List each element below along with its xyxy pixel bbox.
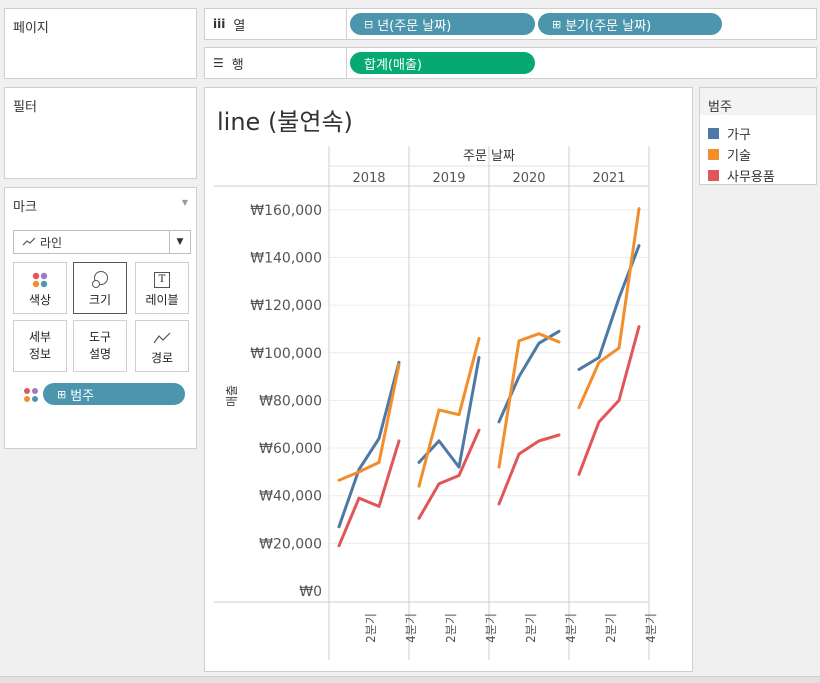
size-button-label: 크기 [88, 292, 112, 307]
quarter-tick-label: 2분기 [604, 613, 618, 643]
columns-shelf[interactable]: iii 열 ⊟ 년(주문 날짜) ⊞ 분기(주문 날짜) [204, 8, 817, 40]
rows-shelf-label: 행 [231, 57, 244, 73]
quarter-tick-label: 4분기 [564, 613, 578, 643]
size-circles-icon [92, 270, 108, 288]
pages-card[interactable]: 페이지 [4, 8, 197, 79]
series-line [577, 325, 641, 476]
legend-swatch [708, 128, 719, 139]
series-line [337, 360, 401, 529]
series-line [337, 363, 401, 482]
worksheet-view: line (불연속) [204, 87, 693, 672]
path-button-label: 경로 [150, 350, 174, 365]
y-axis-label: 매출 [225, 385, 239, 407]
y-tick-label: ₩0 [299, 584, 322, 600]
y-tick-label: ₩60,000 [259, 441, 322, 457]
color-button-label: 색상 [28, 292, 52, 307]
label-t-icon: T [154, 271, 170, 288]
color-button[interactable]: 색상 [13, 262, 67, 314]
legend-title: 범주 [700, 88, 816, 115]
marks-card-title: 마크 [13, 200, 37, 215]
path-button[interactable]: 경로 [135, 320, 189, 372]
quarter-pill-label: 분기(주문 날짜) [565, 18, 652, 34]
legend-item[interactable]: 가구 [708, 124, 751, 143]
mark-type-dropdown[interactable]: 라인 ▼ [13, 230, 191, 254]
quarter-tick-label: 4분기 [404, 613, 418, 643]
y-tick-label: ₩40,000 [259, 489, 322, 505]
year-header: 2020 [512, 171, 545, 186]
columns-shelf-label: 열 [233, 18, 246, 34]
y-tick-label: ₩20,000 [259, 536, 322, 552]
legend-item-label: 기술 [727, 149, 751, 164]
collapse-icon: ⊟ [364, 17, 374, 31]
year-pill-label: 년(주문 날짜) [377, 18, 452, 34]
quarter-tick-label: 2분기 [524, 613, 538, 643]
legend-item[interactable]: 기술 [708, 145, 751, 164]
y-tick-label: ₩140,000 [250, 250, 322, 266]
tooltip-icon: 도구 [88, 330, 112, 344]
chevron-down-icon[interactable]: ▼ [169, 231, 190, 253]
year-header: 2019 [432, 171, 465, 186]
year-header: 2018 [352, 171, 385, 186]
legend-card: 범주 가구 기술 사무용품 [699, 87, 817, 185]
y-tick-label: ₩100,000 [250, 346, 322, 362]
mark-type-label: 라인 [40, 235, 63, 250]
tooltip-button[interactable]: 도구 설명 [73, 320, 127, 372]
sum-sales-pill-label: 합계(매출) [364, 57, 422, 73]
detail-button[interactable]: 세부 정보 [13, 320, 67, 372]
filters-card-title: 필터 [13, 100, 37, 115]
line-mark-icon [22, 237, 36, 246]
legend-item-label: 사무용품 [727, 170, 775, 185]
color-field-pill[interactable]: ⊞ 범주 [43, 383, 185, 405]
year-order-date-pill[interactable]: ⊟ 년(주문 날짜) [350, 13, 535, 35]
label-button[interactable]: T 레이블 [135, 262, 189, 314]
quarter-tick-label: 4분기 [484, 613, 498, 643]
series-line [417, 337, 481, 488]
series-line [337, 439, 401, 548]
legend-swatch [708, 149, 719, 160]
expand-icon: ⊞ [552, 17, 562, 31]
series-line [497, 332, 561, 469]
year-header: 2021 [592, 171, 625, 186]
y-tick-label: ₩80,000 [259, 393, 322, 409]
legend-item[interactable]: 사무용품 [708, 166, 775, 185]
tooltip-button-label: 설명 [88, 347, 112, 361]
marks-card: 마크 ▼ 라인 ▼ 색상 크기 T 레이블 세부 [4, 187, 197, 449]
rows-icon: ☰ [213, 56, 224, 70]
rows-shelf[interactable]: ☰ 행 합계(매출) [204, 47, 817, 79]
quarter-order-date-pill[interactable]: ⊞ 분기(주문 날짜) [538, 13, 722, 35]
chart-title: line (불연속) [217, 108, 353, 136]
detail-button-label: 정보 [28, 347, 52, 361]
detail-icon: 세부 [28, 330, 52, 344]
sum-sales-pill[interactable]: 합계(매출) [350, 52, 535, 74]
color-dots-icon [32, 272, 48, 287]
series-line [417, 428, 481, 520]
filters-card[interactable]: 필터 [4, 87, 197, 179]
series-line [577, 207, 641, 410]
sheet-tab-bar[interactable] [0, 676, 820, 683]
expand-icon: ⊞ [57, 387, 67, 401]
color-field-icon [24, 388, 38, 402]
quarter-tick-label: 4분기 [644, 613, 658, 643]
y-tick-label: ₩160,000 [250, 203, 322, 219]
marks-card-menu-icon[interactable]: ▼ [181, 198, 188, 207]
pages-card-title: 페이지 [13, 21, 49, 36]
quarter-tick-label: 2분기 [364, 613, 378, 643]
quarter-tick-label: 2분기 [444, 613, 458, 643]
series-line [497, 433, 561, 506]
size-button[interactable]: 크기 [73, 262, 127, 314]
legend-swatch [708, 170, 719, 181]
path-icon [153, 332, 171, 343]
legend-item-label: 가구 [727, 128, 751, 143]
label-button-label: 레이블 [145, 292, 179, 307]
y-tick-label: ₩120,000 [250, 298, 322, 314]
color-field-pill-label: 범주 [70, 388, 95, 404]
columns-icon: iii [213, 17, 226, 31]
